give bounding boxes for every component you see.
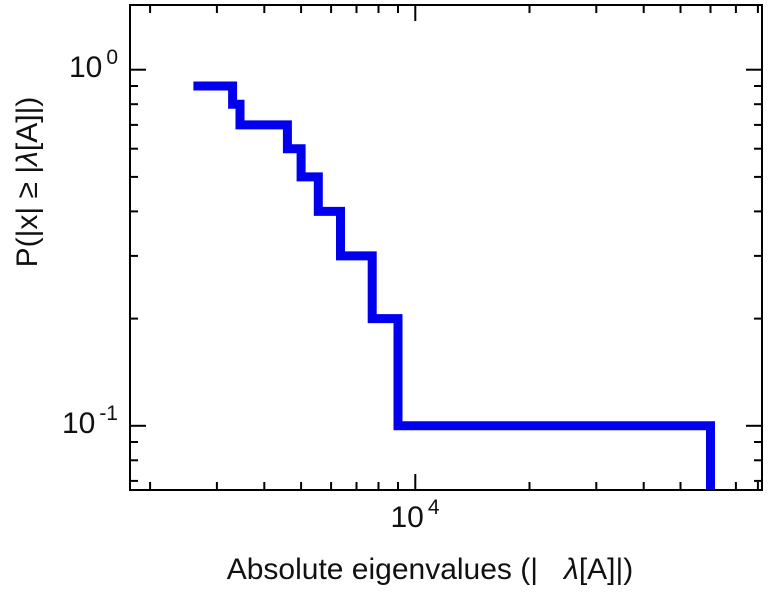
y-tick-label-1e-1: 10 -1 [10, 402, 118, 442]
tick-mantissa: 10 [61, 407, 96, 440]
lambda-symbol: λ [564, 553, 579, 586]
plot-frame [129, 4, 763, 491]
tick-exponent: 0 [106, 46, 118, 69]
ccdf-step-line [193, 81, 715, 490]
x-axis-label-prefix: Absolute eigenvalues (| [226, 553, 539, 586]
tick-mantissa: 10 [390, 501, 424, 534]
y-axis-label-prefix: P(|x| ≥ | [11, 165, 44, 268]
y-tick-label-1e0: 10 0 [30, 46, 118, 86]
y-axis-label: P(|x| ≥ |λ[A]|) [8, 0, 48, 432]
tick-exponent: 4 [427, 496, 440, 519]
y-axis-label-suffix: [A]|) [11, 96, 44, 152]
x-tick-label-1e4: 10 4 [355, 496, 475, 536]
tick-mantissa: 10 [68, 51, 103, 84]
x-axis-label-suffix: [A]|) [578, 553, 634, 586]
tick-exponent: -1 [99, 402, 118, 425]
lambda-symbol: λ [11, 151, 44, 166]
x-axis-label: Absolute eigenvalues (| λ[A]|) [100, 553, 760, 587]
